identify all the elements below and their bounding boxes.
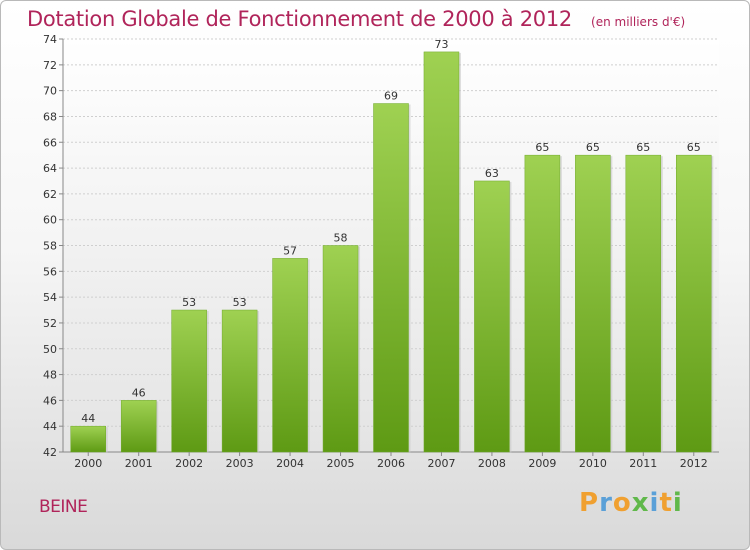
brand-letter: x	[631, 488, 650, 518]
bar	[423, 51, 460, 453]
bar-value-label: 65	[586, 141, 600, 154]
bar-value-label: 63	[485, 167, 499, 180]
y-tick-label: 48	[43, 369, 57, 382]
bar-value-label: 65	[636, 141, 650, 154]
bar	[322, 245, 359, 453]
x-tick-label: 2004	[276, 457, 304, 470]
brand-letter: r	[599, 488, 613, 518]
bar	[70, 425, 106, 453]
bar	[524, 154, 561, 453]
x-tick-label: 2000	[74, 457, 102, 470]
x-tick-label: 2003	[226, 457, 254, 470]
commune-name: BEINE	[39, 497, 88, 517]
y-tick-label: 56	[43, 265, 57, 278]
x-tick-label: 2006	[377, 457, 405, 470]
chart-title: Dotation Globale de Fonctionnement de 20…	[27, 7, 685, 31]
bar-value-label: 53	[182, 296, 196, 309]
x-tick-label: 2010	[579, 457, 607, 470]
y-tick-label: 58	[43, 240, 57, 253]
y-tick-label: 46	[43, 394, 57, 407]
x-tick-label: 2005	[327, 457, 355, 470]
brand-letter: o	[612, 488, 632, 518]
bar	[373, 103, 409, 453]
x-tick-label: 2011	[629, 457, 657, 470]
bar	[625, 154, 662, 453]
bar	[221, 309, 258, 453]
brand-letter: i	[672, 488, 683, 518]
title-text: Dotation Globale de Fonctionnement de 20…	[27, 7, 572, 31]
y-tick-label: 68	[43, 110, 57, 123]
x-tick-label: 2009	[528, 457, 556, 470]
x-tick-label: 2001	[125, 457, 153, 470]
y-tick-label: 66	[43, 136, 57, 149]
y-tick-label: 42	[43, 446, 57, 459]
bar-value-label: 57	[283, 244, 297, 257]
proxiti-logo: Proxiti	[579, 488, 683, 518]
x-tick-label: 2007	[427, 457, 455, 470]
bar-value-label: 73	[434, 38, 448, 51]
bar-value-label: 58	[334, 232, 348, 245]
bar	[474, 180, 510, 453]
y-tick-label: 52	[43, 317, 57, 330]
bar-value-label: 69	[384, 90, 398, 103]
y-tick-label: 74	[43, 33, 57, 46]
bar	[171, 309, 207, 453]
y-tick-label: 44	[43, 420, 57, 433]
bar-value-label: 44	[81, 412, 95, 425]
x-tick-label: 2002	[175, 457, 203, 470]
bar-value-label: 65	[535, 141, 549, 154]
bar	[676, 154, 712, 453]
x-tick-label: 2008	[478, 457, 506, 470]
y-tick-label: 70	[43, 85, 57, 98]
y-tick-label: 54	[43, 291, 57, 304]
bar	[120, 400, 157, 453]
bar	[272, 258, 308, 453]
bar-value-label: 46	[132, 386, 146, 399]
title-unit: (en milliers d'€)	[591, 15, 686, 29]
bar-value-label: 65	[687, 141, 701, 154]
y-tick-label: 50	[43, 343, 57, 356]
x-tick-label: 2012	[680, 457, 708, 470]
y-tick-label: 64	[43, 162, 57, 175]
y-tick-label: 60	[43, 214, 57, 227]
y-tick-label: 62	[43, 188, 57, 201]
bar-value-label: 53	[233, 296, 247, 309]
y-tick-label: 72	[43, 59, 57, 72]
brand-letter: P	[579, 488, 600, 518]
brand-letter: t	[659, 488, 673, 518]
bar	[575, 154, 611, 453]
brand-letter: i	[649, 488, 660, 518]
